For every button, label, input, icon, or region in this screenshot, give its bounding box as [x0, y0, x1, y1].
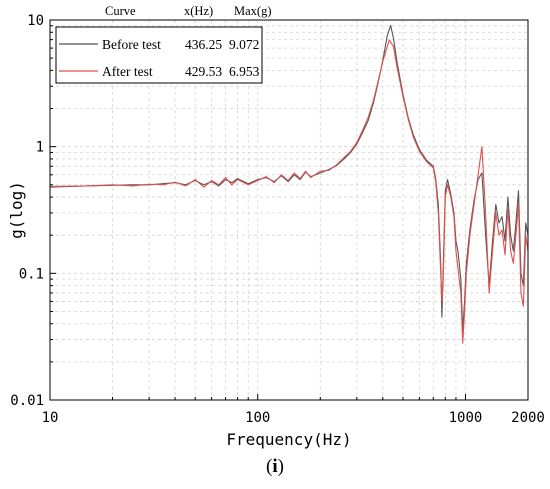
legend-header: x(Hz): [184, 4, 213, 18]
legend-header: Max(g): [234, 4, 272, 18]
figure-caption: (i): [0, 456, 550, 478]
caption-close: ): [277, 456, 284, 477]
legend-entry-name: Before test: [102, 37, 161, 52]
x-tick-label: 100: [245, 410, 270, 426]
legend-entry-x: 436.25: [185, 37, 222, 52]
legend-header: Curve: [105, 4, 136, 18]
x-axis-label: Frequency(Hz): [226, 430, 351, 449]
legend: Curve x(Hz) Max(g) Before test 436.25 9.072 Af…: [55, 4, 272, 84]
x-tick-label: 10: [42, 410, 59, 426]
legend-box: [55, 26, 263, 84]
y-tick-label: 0.01: [10, 393, 44, 409]
caption-open: (: [266, 456, 273, 477]
y-tick-label: 1: [36, 140, 44, 156]
plot-frame: [49, 19, 529, 401]
x-tick-label: 1000: [449, 410, 483, 426]
legend-entry-max: 9.072: [229, 37, 259, 52]
legend-entry-max: 6.953: [229, 64, 260, 79]
legend-entry-x: 429.53: [185, 64, 222, 79]
caption-letter: i: [272, 456, 278, 477]
y-axis-label: g(log): [7, 181, 26, 239]
y-tick-label: 10: [27, 13, 44, 29]
frequency-response-chart: 10 100 1000 2000 10 1 0.1 0.01 Curve x(Hz) Max(g)…: [7, 4, 545, 449]
series-lines: [49, 24, 529, 344]
y-tick-label: 0.1: [19, 266, 44, 282]
x-tick-label: 2000: [511, 410, 545, 426]
axis-ticks: 10 100 1000 2000 10 1 0.1 0.01: [10, 13, 545, 426]
series-line-after-test: [49, 39, 529, 344]
legend-entry-name: After test: [102, 64, 153, 79]
